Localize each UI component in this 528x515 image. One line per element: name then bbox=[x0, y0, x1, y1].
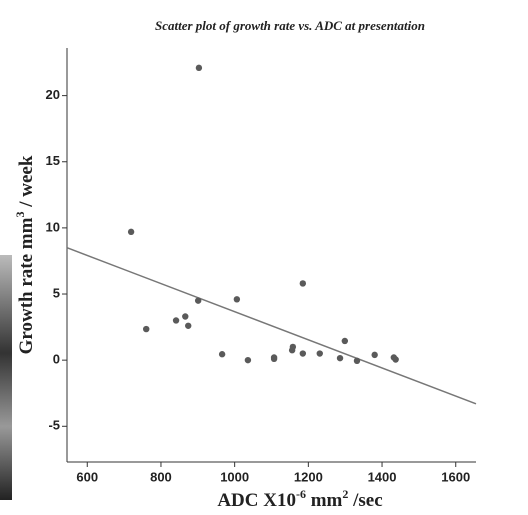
point bbox=[336, 354, 344, 362]
point bbox=[353, 357, 361, 365]
y-tick-label: -5 bbox=[48, 418, 60, 433]
point bbox=[218, 351, 226, 358]
point bbox=[341, 337, 349, 345]
point bbox=[244, 356, 252, 364]
point bbox=[143, 325, 150, 333]
point bbox=[194, 297, 202, 304]
y-tick-label: 5 bbox=[53, 285, 60, 300]
background-image bbox=[0, 255, 12, 500]
label-part: mm bbox=[306, 490, 343, 511]
point bbox=[127, 228, 135, 236]
point bbox=[392, 356, 399, 363]
superscript: 3 bbox=[13, 212, 27, 218]
point bbox=[182, 313, 189, 320]
point bbox=[172, 317, 180, 324]
point bbox=[195, 64, 203, 72]
label-part: Growth rate mm bbox=[16, 217, 37, 354]
y-tick-label: 10 bbox=[46, 219, 60, 234]
chart-title: Scatter plot of growth rate vs. ADC at p… bbox=[155, 18, 425, 33]
point bbox=[299, 280, 307, 287]
x-axis-label: ADC X10-6 mm2 /sec bbox=[217, 487, 382, 512]
x-tick-label: 1600 bbox=[441, 469, 470, 484]
x-tick-label: 600 bbox=[76, 469, 98, 484]
y-axis-label: Growth rate mm3 / week bbox=[13, 155, 38, 354]
label-part: ADC X10 bbox=[217, 490, 296, 511]
label-part: / week bbox=[16, 155, 37, 211]
y-tick-label: 0 bbox=[53, 352, 60, 367]
point bbox=[289, 343, 297, 351]
x-tick-label: 1400 bbox=[368, 469, 397, 484]
point bbox=[185, 322, 192, 329]
point bbox=[299, 350, 307, 357]
fit-line bbox=[66, 247, 477, 405]
superscript: -6 bbox=[296, 487, 306, 501]
x-tick-label: 1000 bbox=[220, 469, 249, 484]
y-tick-label: 15 bbox=[46, 153, 60, 168]
point bbox=[316, 350, 323, 357]
point bbox=[371, 351, 378, 359]
x-tick-label: 800 bbox=[150, 469, 172, 484]
y-tick-label: 20 bbox=[46, 87, 60, 102]
superscript: 2 bbox=[342, 487, 348, 501]
point bbox=[233, 296, 241, 303]
x-tick-label: 1200 bbox=[294, 469, 323, 484]
label-part: /sec bbox=[348, 490, 382, 511]
point bbox=[270, 355, 278, 363]
